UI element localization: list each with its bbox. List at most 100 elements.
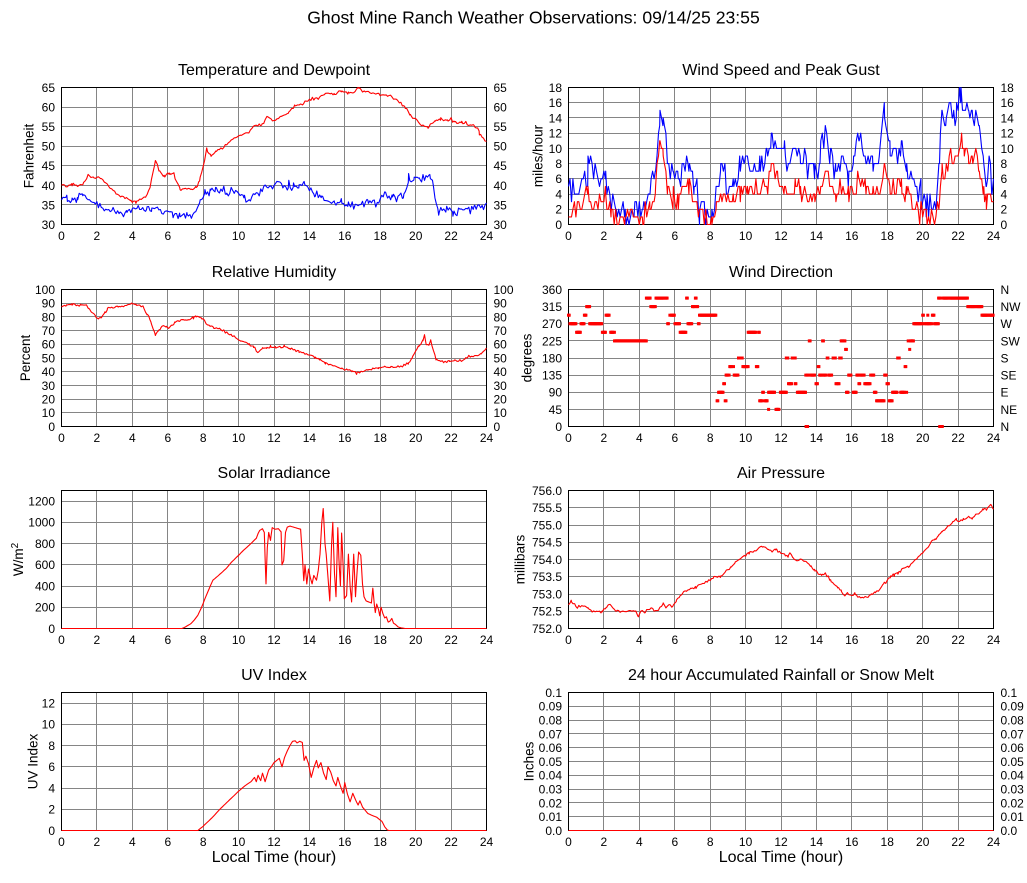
svg-text:45: 45 xyxy=(494,159,508,173)
svg-text:16: 16 xyxy=(845,431,859,445)
svg-text:UV Index: UV Index xyxy=(26,733,41,789)
svg-text:18: 18 xyxy=(1001,81,1015,95)
svg-text:6: 6 xyxy=(671,431,678,445)
svg-text:0: 0 xyxy=(565,431,572,445)
svg-text:12: 12 xyxy=(267,835,281,849)
svg-text:degrees: degrees xyxy=(520,333,535,382)
svg-text:756.0: 756.0 xyxy=(532,484,562,498)
svg-text:14: 14 xyxy=(303,229,317,243)
svg-text:18: 18 xyxy=(881,633,895,647)
svg-text:SW: SW xyxy=(1001,334,1021,348)
svg-text:22: 22 xyxy=(951,835,965,849)
svg-text:12: 12 xyxy=(774,633,788,647)
svg-text:65: 65 xyxy=(494,81,508,95)
svg-text:10: 10 xyxy=(232,431,246,445)
svg-text:10: 10 xyxy=(739,431,753,445)
svg-text:millibars: millibars xyxy=(513,535,528,585)
svg-text:10: 10 xyxy=(739,229,753,243)
svg-text:4: 4 xyxy=(1001,188,1008,202)
svg-text:24: 24 xyxy=(987,229,1001,243)
svg-text:8: 8 xyxy=(48,739,55,753)
svg-text:18: 18 xyxy=(374,835,388,849)
svg-text:20: 20 xyxy=(916,633,930,647)
svg-text:10: 10 xyxy=(739,633,753,647)
svg-text:20: 20 xyxy=(42,393,56,407)
svg-text:10: 10 xyxy=(739,835,753,849)
svg-text:12: 12 xyxy=(549,127,563,141)
svg-text:6: 6 xyxy=(1001,172,1008,186)
svg-text:0.01: 0.01 xyxy=(1001,810,1025,824)
svg-text:12: 12 xyxy=(1001,127,1015,141)
svg-text:50: 50 xyxy=(42,140,56,154)
svg-text:4: 4 xyxy=(636,229,643,243)
svg-text:0.08: 0.08 xyxy=(1001,714,1025,728)
svg-text:50: 50 xyxy=(494,351,508,365)
svg-text:50: 50 xyxy=(494,140,508,154)
svg-text:Local Time (hour): Local Time (hour) xyxy=(212,849,337,866)
svg-text:6: 6 xyxy=(671,835,678,849)
svg-text:N: N xyxy=(1001,420,1010,434)
svg-text:16: 16 xyxy=(338,633,352,647)
svg-text:4: 4 xyxy=(636,835,643,849)
svg-text:10: 10 xyxy=(494,406,508,420)
svg-text:14: 14 xyxy=(810,431,824,445)
svg-text:6: 6 xyxy=(671,633,678,647)
svg-text:8: 8 xyxy=(200,835,207,849)
svg-text:70: 70 xyxy=(42,324,56,338)
svg-text:65: 65 xyxy=(42,81,56,95)
svg-text:20: 20 xyxy=(916,835,930,849)
svg-text:Ghost Mine Ranch Weather Obser: Ghost Mine Ranch Weather Observations: 0… xyxy=(307,8,760,28)
svg-text:8: 8 xyxy=(707,633,714,647)
svg-text:4: 4 xyxy=(129,633,136,647)
svg-text:90: 90 xyxy=(549,386,563,400)
svg-text:0.07: 0.07 xyxy=(1001,727,1025,741)
svg-text:12: 12 xyxy=(774,229,788,243)
svg-text:10: 10 xyxy=(42,406,56,420)
svg-text:753.0: 753.0 xyxy=(532,587,562,601)
svg-text:0: 0 xyxy=(565,835,572,849)
svg-text:90: 90 xyxy=(42,297,56,311)
svg-text:0: 0 xyxy=(565,633,572,647)
svg-text:14: 14 xyxy=(303,633,317,647)
svg-text:S: S xyxy=(1001,351,1009,365)
svg-text:0.09: 0.09 xyxy=(1001,700,1025,714)
svg-text:400: 400 xyxy=(35,579,55,593)
svg-text:22: 22 xyxy=(444,431,458,445)
svg-text:14: 14 xyxy=(810,229,824,243)
svg-text:0.09: 0.09 xyxy=(539,700,563,714)
svg-text:600: 600 xyxy=(35,558,55,572)
svg-text:45: 45 xyxy=(549,403,563,417)
svg-text:360: 360 xyxy=(542,283,562,297)
svg-text:0.03: 0.03 xyxy=(539,783,563,797)
svg-text:Relative Humidity: Relative Humidity xyxy=(212,264,336,281)
svg-text:60: 60 xyxy=(494,101,508,115)
svg-text:0.0: 0.0 xyxy=(1001,824,1018,838)
svg-text:20: 20 xyxy=(494,393,508,407)
svg-text:2: 2 xyxy=(1001,203,1008,217)
svg-text:24: 24 xyxy=(480,633,494,647)
svg-text:0: 0 xyxy=(58,633,65,647)
svg-text:2: 2 xyxy=(48,803,55,817)
svg-text:18: 18 xyxy=(374,229,388,243)
svg-text:N: N xyxy=(1001,283,1010,297)
svg-text:8: 8 xyxy=(707,229,714,243)
svg-text:20: 20 xyxy=(409,229,423,243)
svg-text:14: 14 xyxy=(810,835,824,849)
svg-text:W/m2: W/m2 xyxy=(10,542,26,576)
svg-text:8: 8 xyxy=(200,229,207,243)
svg-text:16: 16 xyxy=(845,229,859,243)
svg-text:18: 18 xyxy=(881,229,895,243)
svg-text:12: 12 xyxy=(774,835,788,849)
svg-text:16: 16 xyxy=(338,835,352,849)
svg-text:30: 30 xyxy=(494,379,508,393)
svg-text:4: 4 xyxy=(129,229,136,243)
svg-text:0.0: 0.0 xyxy=(545,824,562,838)
svg-text:6: 6 xyxy=(555,172,562,186)
svg-text:10: 10 xyxy=(232,835,246,849)
svg-text:6: 6 xyxy=(164,229,171,243)
svg-text:55: 55 xyxy=(42,120,56,134)
svg-text:0: 0 xyxy=(1001,218,1008,232)
svg-text:24: 24 xyxy=(480,431,494,445)
svg-text:18: 18 xyxy=(549,81,563,95)
svg-text:2: 2 xyxy=(601,229,608,243)
